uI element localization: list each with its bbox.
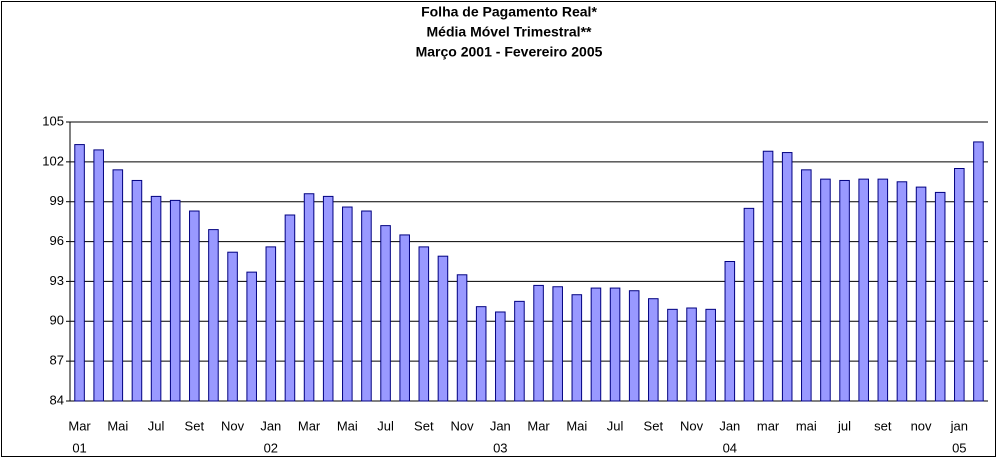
y-tick-label: 105: [42, 113, 64, 128]
x-tick-label: Mar: [298, 418, 321, 433]
chart-title: Março 2001 - Fevereiro 2005: [416, 44, 603, 60]
bar: [533, 284, 544, 402]
bar: [858, 178, 869, 402]
bar: [437, 255, 449, 402]
bar: [456, 274, 468, 402]
bar: [705, 308, 716, 402]
chart-title: Folha de Pagamento Real*: [421, 4, 597, 20]
x-tick-label: Jan: [260, 418, 281, 433]
bar: [399, 234, 410, 402]
bar: [265, 246, 277, 402]
bar: [743, 207, 755, 402]
bar: [934, 191, 946, 402]
bar: [361, 210, 372, 402]
bar: [628, 290, 640, 402]
bar: [667, 308, 678, 402]
bar: [686, 307, 697, 402]
x-year-label: 05: [952, 440, 966, 455]
x-tick-label: set: [874, 418, 892, 433]
x-year-label: 03: [493, 440, 507, 455]
bar: [93, 149, 104, 402]
bar: [74, 144, 85, 402]
y-tick-label: 90: [50, 313, 64, 328]
bar: [648, 298, 659, 402]
y-tick-label: 84: [50, 392, 64, 407]
bar: [112, 169, 124, 402]
x-tick-label: Set: [185, 418, 205, 433]
x-tick-label: Set: [644, 418, 664, 433]
x-tick-label: mar: [757, 418, 780, 433]
x-tick-label: Mar: [68, 418, 91, 433]
bar: [475, 306, 487, 402]
bar: [571, 294, 583, 402]
x-tick-label: Jan: [719, 418, 740, 433]
bar: [896, 181, 908, 402]
x-tick-label: Jul: [607, 418, 624, 433]
x-year-label: 04: [723, 440, 737, 455]
bar: [169, 199, 181, 402]
y-tick-label: 99: [50, 193, 64, 208]
x-tick-label: Jul: [148, 418, 165, 433]
bar: [246, 271, 257, 402]
y-tick-label: 102: [42, 153, 64, 168]
bar: [877, 178, 889, 402]
x-tick-label: jul: [837, 418, 851, 433]
bar: [820, 178, 831, 402]
bar: [954, 168, 965, 402]
chart-title: Média Móvel Trimestral**: [427, 24, 593, 40]
bar: [208, 229, 219, 402]
bar: [227, 251, 238, 402]
bar: [609, 287, 621, 402]
x-tick-label: Mai: [566, 418, 587, 433]
x-tick-label: Nov: [680, 418, 704, 433]
bar: [189, 210, 200, 402]
bar: [284, 214, 296, 402]
y-tick-label: 96: [50, 233, 64, 248]
bar: [915, 186, 927, 402]
x-year-label: 01: [72, 440, 86, 455]
bar: [973, 141, 984, 402]
bar: [839, 179, 850, 402]
bar: [303, 193, 315, 402]
bar: [380, 225, 391, 402]
bar: [322, 195, 334, 402]
y-tick-label: 93: [50, 273, 64, 288]
bar: [781, 152, 793, 402]
x-tick-label: Mai: [337, 418, 358, 433]
bar: [131, 179, 143, 402]
x-tick-label: Jul: [377, 418, 394, 433]
bar: [801, 169, 812, 402]
bar: [590, 287, 602, 402]
x-tick-label: Jan: [490, 418, 511, 433]
x-tick-label: mai: [796, 418, 817, 433]
bar: [724, 261, 736, 402]
y-tick-label: 87: [50, 353, 64, 368]
x-tick-label: nov: [911, 418, 932, 433]
x-tick-label: Nov: [451, 418, 475, 433]
bar: [342, 206, 353, 402]
bar: [762, 150, 774, 402]
x-tick-label: Mar: [527, 418, 550, 433]
x-tick-label: jan: [950, 418, 968, 433]
bar: [150, 195, 162, 402]
x-tick-label: Nov: [221, 418, 245, 433]
x-year-label: 02: [264, 440, 278, 455]
x-tick-label: Mai: [107, 418, 128, 433]
x-tick-label: Set: [414, 418, 434, 433]
bar: [495, 311, 506, 402]
bar: [514, 300, 525, 402]
bar: [552, 286, 563, 402]
bar: [418, 246, 430, 402]
